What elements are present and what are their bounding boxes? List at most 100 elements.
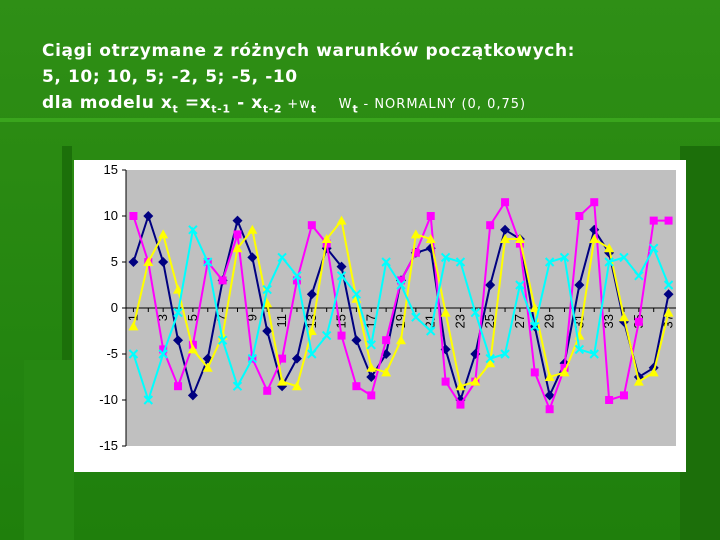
data-point-triangle xyxy=(173,284,184,294)
data-point-diamond xyxy=(366,372,377,382)
title-line-2: 5, 10; 10, 5; -2, 5; -5, -10 xyxy=(42,67,298,87)
x-tick-label: 19 xyxy=(393,314,408,328)
data-point-square xyxy=(367,391,376,400)
data-point-square xyxy=(397,276,405,285)
data-point-square xyxy=(307,221,316,230)
data-point-diamond xyxy=(574,280,585,290)
x-tick-label: 27 xyxy=(512,314,527,328)
data-point-x xyxy=(634,271,644,281)
data-point-x xyxy=(455,257,466,267)
data-point-square xyxy=(129,212,138,220)
data-point-square xyxy=(441,377,450,386)
data-point-triangle xyxy=(500,234,511,243)
subscript-t2: t-2 xyxy=(262,102,283,116)
data-point-x xyxy=(262,284,272,295)
data-point-square xyxy=(605,396,614,404)
data-point-diamond xyxy=(262,326,273,336)
y-tick-label: 15 xyxy=(104,162,118,177)
data-point-square xyxy=(278,354,287,363)
data-point-triangle xyxy=(321,234,332,243)
data-point-diamond xyxy=(187,390,198,401)
data-point-square xyxy=(575,212,584,220)
data-point-diamond xyxy=(336,261,347,272)
data-point-x xyxy=(544,257,555,267)
data-point-diamond xyxy=(158,257,169,267)
data-point-square xyxy=(545,405,554,414)
data-point-x xyxy=(336,271,347,281)
data-point-triangle xyxy=(202,362,213,372)
data-point-triangle xyxy=(589,234,600,243)
x-tick-label: 23 xyxy=(452,314,467,328)
data-point-x xyxy=(217,335,228,345)
data-point-x xyxy=(648,243,659,253)
chart-card: 15 10 5 0 -5 -10 -15 1 3 5 7 9 11 13 15 17 19 21 23 25 27 29 3… xyxy=(74,160,686,472)
data-point-triangle xyxy=(440,307,451,317)
data-point-square xyxy=(174,382,183,391)
data-point-square xyxy=(634,317,643,326)
data-point-square xyxy=(649,216,658,225)
data-point-triangle xyxy=(663,307,674,317)
data-point-x xyxy=(292,271,302,281)
subscript-t1: t-1 xyxy=(211,102,231,116)
data-point-x xyxy=(232,381,243,391)
x-tick-label: 3 xyxy=(155,314,170,321)
decorative-bar-left xyxy=(62,146,72,446)
data-point-x xyxy=(515,280,525,290)
data-point-triangle xyxy=(306,326,317,335)
data-point-x xyxy=(589,349,599,359)
y-tick-label: -5 xyxy=(106,346,118,361)
data-point-square xyxy=(159,345,168,354)
data-point-triangle xyxy=(604,243,615,253)
x-tick-label: 7 xyxy=(215,314,230,321)
data-point-triangle xyxy=(128,321,139,331)
data-point-x xyxy=(321,330,332,341)
data-point-square xyxy=(590,198,599,207)
data-point-x xyxy=(426,326,436,336)
data-point-triangle xyxy=(277,376,288,386)
x-tick-label: 29 xyxy=(542,314,557,328)
data-point-x xyxy=(381,257,391,267)
data-point-triangle xyxy=(514,234,525,243)
noise-label-rest: - NORMALNY (0, 0,75) xyxy=(358,97,527,112)
model-minus: - x xyxy=(230,93,263,113)
noise-label-prefix: W xyxy=(338,97,353,112)
data-point-x xyxy=(559,252,570,263)
subscript-t: t xyxy=(172,102,179,116)
data-point-x xyxy=(366,340,376,350)
data-point-square xyxy=(619,391,628,400)
data-point-triangle xyxy=(143,257,154,266)
data-point-square xyxy=(263,386,272,395)
data-point-x xyxy=(604,257,614,267)
data-point-triangle xyxy=(291,381,302,391)
data-point-x xyxy=(396,280,406,290)
data-point-x xyxy=(470,307,481,318)
data-point-diamond xyxy=(143,211,154,221)
data-point-x xyxy=(173,307,183,318)
data-point-diamond xyxy=(173,335,184,346)
data-point-triangle xyxy=(618,312,629,322)
data-point-diamond xyxy=(663,289,674,300)
data-point-square xyxy=(382,336,391,345)
data-point-triangle xyxy=(410,229,421,239)
x-tick-label: 33 xyxy=(601,314,616,328)
title-line-3: dla modelu xt =xt-1 - xt-2 +wt Wt - NORMA… xyxy=(42,90,575,122)
data-point-x xyxy=(247,353,258,364)
data-point-square xyxy=(664,216,673,225)
data-point-x xyxy=(128,349,139,359)
data-point-diamond xyxy=(128,257,139,267)
y-tick-label: 0 xyxy=(111,300,118,315)
data-point-triangle xyxy=(158,229,169,239)
x-tick-label: 5 xyxy=(185,314,200,321)
data-point-x xyxy=(485,353,495,364)
data-point-square xyxy=(352,382,361,391)
data-point-x xyxy=(188,225,198,235)
data-point-square xyxy=(218,276,227,285)
data-point-x xyxy=(203,257,213,267)
data-point-square xyxy=(456,400,465,409)
data-point-triangle xyxy=(470,376,481,386)
data-point-square xyxy=(337,331,346,340)
model-eq: =x xyxy=(178,93,212,113)
data-point-triangle xyxy=(396,335,406,345)
slide-title: Ciągi otrzymane z różnych warunków począ… xyxy=(42,38,575,122)
data-point-square xyxy=(411,248,420,257)
